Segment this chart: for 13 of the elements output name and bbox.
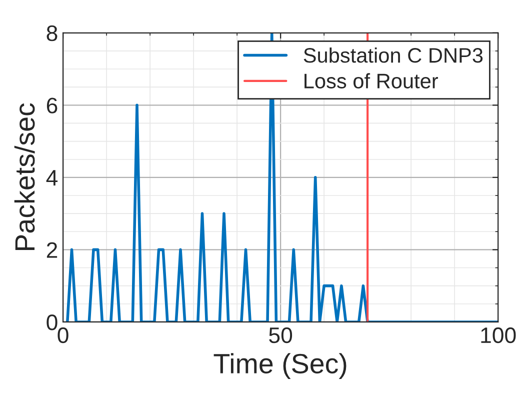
x-tick-label: 50 bbox=[269, 327, 292, 344]
y-tick-label: 2 bbox=[46, 242, 58, 258]
y-tick-label: 8 bbox=[46, 25, 58, 42]
y-tick-label: 6 bbox=[46, 98, 58, 114]
x-axis-title: Time (Sec) bbox=[214, 353, 346, 379]
y-axis-title: Packets/sec bbox=[14, 103, 35, 250]
y-tick-label: 0 bbox=[46, 314, 58, 330]
legend-label: Substation C DNP3 bbox=[304, 47, 483, 63]
y-tick-label: 4 bbox=[46, 170, 58, 186]
x-tick-label: 100 bbox=[481, 327, 516, 344]
ref-line-label: Loss of Router bbox=[304, 73, 438, 88]
line-series bbox=[66, 32, 498, 322]
x-tick-label: 0 bbox=[58, 327, 68, 344]
